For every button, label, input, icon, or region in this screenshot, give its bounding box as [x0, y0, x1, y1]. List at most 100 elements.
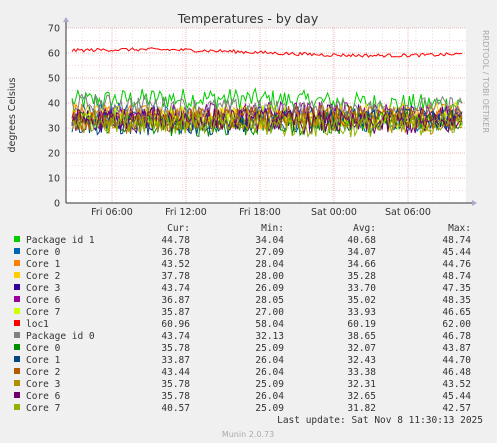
legend-series-name: Core 6 — [26, 295, 61, 306]
rrdtool-side-label: RRDTOOL / TOBI OETIKER — [481, 30, 490, 133]
legend-value: 32.13 — [255, 331, 284, 342]
legend-value: 32.07 — [347, 343, 376, 354]
chart-title: Temperatures - by day — [177, 11, 319, 26]
x-tick-label: Fri 18:00 — [239, 207, 281, 218]
y-tick-label: 50 — [48, 74, 60, 85]
legend-value: 48.74 — [442, 271, 471, 282]
legend-color-swatch — [14, 260, 20, 266]
legend-color-swatch — [14, 380, 20, 386]
legend-value: 60.96 — [161, 319, 190, 330]
legend-value: 48.74 — [442, 235, 471, 246]
legend-value: 44.78 — [161, 235, 190, 246]
legend-value: 44.70 — [442, 355, 471, 366]
y-tick-label: 20 — [48, 149, 60, 160]
legend-series-name: Core 1 — [26, 259, 61, 270]
y-tick-label: 30 — [48, 124, 60, 135]
legend-color-swatch — [14, 296, 20, 302]
series-line — [71, 47, 463, 58]
legend-series-name: Core 2 — [26, 367, 60, 378]
munin-version: Munin 2.0.73 — [222, 430, 274, 439]
legend-value: 25.09 — [255, 403, 284, 414]
legend-value: 36.87 — [161, 295, 190, 306]
legend-value: 38.65 — [347, 331, 376, 342]
legend-value: 45.44 — [442, 391, 471, 402]
legend-value: 28.05 — [255, 295, 284, 306]
legend-color-swatch — [14, 344, 20, 350]
legend-value: 43.74 — [161, 331, 190, 342]
legend-value: 25.09 — [255, 379, 284, 390]
legend-table: Package id 1 44.78 34.04 40.68 48.74 Core 0 36… — [14, 235, 471, 414]
legend-value: 35.87 — [161, 307, 190, 318]
legend-value: 60.19 — [347, 319, 376, 330]
legend-value: 35.28 — [347, 271, 376, 282]
legend-series-name: Core 0 — [26, 247, 61, 258]
legend-series-name: loc1 — [26, 319, 49, 330]
legend-value: 27.09 — [255, 247, 284, 258]
legend-value: 46.65 — [442, 307, 471, 318]
legend-color-swatch — [14, 392, 20, 398]
legend-color-swatch — [14, 236, 20, 242]
x-tick-label: Sat 00:00 — [311, 207, 357, 218]
legend-color-swatch — [14, 308, 20, 314]
legend-series-name: Core 3 — [26, 283, 60, 294]
legend-value: 34.07 — [347, 247, 376, 258]
legend-value: 35.02 — [347, 295, 376, 306]
legend-header: Min: — [261, 223, 284, 234]
legend-series-name: Core 7 — [26, 403, 60, 414]
axes — [63, 17, 477, 206]
legend-series-name: Package id 0 — [26, 331, 95, 342]
legend-series-name: Core 0 — [26, 343, 61, 354]
legend-color-swatch — [14, 332, 20, 338]
y-tick-label: 70 — [48, 24, 60, 35]
legend-value: 43.52 — [442, 379, 471, 390]
legend-value: 26.04 — [255, 367, 284, 378]
legend-color-swatch — [14, 272, 20, 278]
legend-color-swatch — [14, 248, 20, 254]
legend-series-name: Package id 1 — [26, 235, 95, 246]
legend-header-row: Cur: Min: Avg: Max: — [167, 223, 471, 234]
legend-value: 47.35 — [442, 283, 471, 294]
x-tick-label: Fri 12:00 — [165, 207, 207, 218]
legend-value: 35.78 — [161, 391, 190, 402]
legend-value: 37.78 — [161, 271, 190, 282]
legend-value: 33.87 — [161, 355, 190, 366]
x-tick-label: Fri 06:00 — [91, 207, 133, 218]
legend-value: 48.35 — [442, 295, 471, 306]
legend-value: 34.04 — [255, 235, 284, 246]
legend-value: 28.04 — [255, 259, 284, 270]
legend-series-name: Core 1 — [26, 355, 61, 366]
legend-value: 31.82 — [347, 403, 376, 414]
legend-value: 46.48 — [442, 367, 471, 378]
y-tick-label: 60 — [48, 49, 60, 60]
legend-color-swatch — [14, 404, 20, 410]
legend-value: 36.78 — [161, 247, 190, 258]
x-axis-arrow — [472, 200, 477, 206]
legend-value: 40.68 — [347, 235, 376, 246]
legend-series-name: Core 6 — [26, 391, 61, 402]
x-tick-label: Sat 06:00 — [385, 207, 431, 218]
legend-value: 40.57 — [161, 403, 190, 414]
legend-color-swatch — [14, 320, 20, 326]
y-tick-labels: 0 10 20 30 40 50 60 70 — [48, 24, 60, 210]
legend-value: 42.57 — [442, 403, 471, 414]
legend-value: 25.09 — [255, 343, 284, 354]
y-tick-label: 0 — [54, 199, 60, 210]
legend-color-swatch — [14, 368, 20, 374]
legend-value: 46.78 — [442, 331, 471, 342]
legend-value: 27.00 — [255, 307, 284, 318]
legend-value: 26.09 — [255, 283, 284, 294]
legend-value: 26.04 — [255, 355, 284, 366]
series-line — [71, 87, 463, 116]
legend-value: 43.74 — [161, 283, 190, 294]
legend-series-name: Core 2 — [26, 271, 60, 282]
legend-value: 35.78 — [161, 343, 190, 354]
legend-color-swatch — [14, 356, 20, 362]
legend-value: 58.04 — [255, 319, 284, 330]
legend-header: Max: — [448, 223, 471, 234]
legend-value: 43.52 — [161, 259, 190, 270]
series-line — [71, 109, 463, 138]
legend-header: Cur: — [167, 223, 190, 234]
y-tick-label: 10 — [48, 174, 60, 185]
legend-value: 62.00 — [442, 319, 471, 330]
